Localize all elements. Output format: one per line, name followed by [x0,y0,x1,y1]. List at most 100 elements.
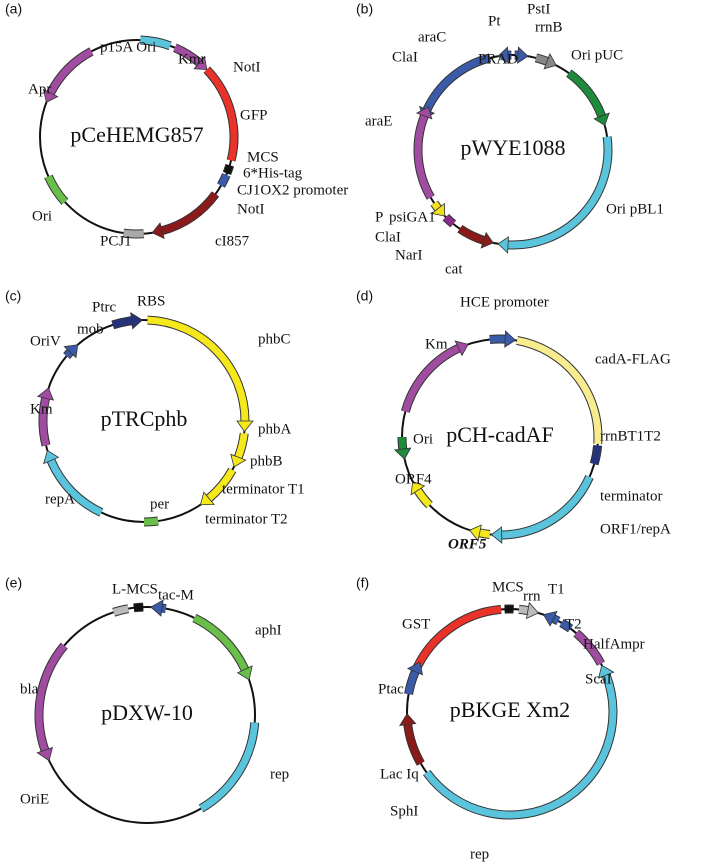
feature-label: phbC [258,331,291,347]
feature-label: cadA-FLAG [595,351,671,367]
feature-arrowhead [480,231,494,249]
feature-label: ORF5 [448,536,487,552]
feature-label: CJ1OX2 promoter [237,182,348,198]
feature-arrowhead [236,665,253,681]
feature-arrowhead [410,480,426,496]
feature-label: terminator [600,488,662,504]
feature-label: tac-M [158,587,194,603]
feature-label: NotI [233,59,261,75]
feature-label: ORF1/repA [600,521,671,537]
feature-label: 6*His-tag [243,165,303,181]
feature-label: rep [270,766,289,782]
feature-arc-fill [39,397,50,447]
plasmid-name: pCeHEMG857 [70,122,203,147]
feature-arc-fill [431,201,441,211]
feature-label: mob [77,321,104,337]
feature-arrowhead [406,661,424,676]
feature-arrowhead [490,526,503,544]
plasmid-name: pTRCphb [101,406,188,431]
feature-arrowhead [542,610,558,627]
panel-label: (b) [356,1,373,17]
feature-arrowhead [193,55,208,71]
feature-arc-fill [423,54,491,112]
plasmid-panel: (e) pDXW-10 L-MCS tac-M aphI bla rep OriE [5,575,289,824]
feature-label: Pt [488,13,501,29]
feature-label: aphI [255,622,282,638]
panel-label: (f) [356,575,369,591]
feature-label: repA [45,491,75,507]
feature-arc-fill [63,349,73,359]
feature-arc-fill [478,529,491,538]
feature-label: Ptrc [92,299,117,315]
feature-label: terminator T2 [205,511,288,527]
feature-label: rrn [523,588,541,604]
feature-label: ClaI [392,49,418,65]
plasmid-name: pCH-cadAF [446,422,554,447]
feature-label: OriV [30,333,61,349]
feature-arc-fill [35,643,67,752]
plasmid-name: pWYE1088 [460,135,565,160]
feature-label: araC [418,29,446,45]
feature-arrowhead [130,312,143,330]
feature-arc-fill [404,724,424,766]
feature-arc-fill [123,229,145,238]
feature-arc-fill [45,174,68,205]
feature-label: rep [470,846,489,862]
feature-label: per [150,496,169,512]
feature-arrowhead [399,713,417,727]
feature-label: PCJ1 [100,233,132,249]
feature-arc-fill [140,36,172,50]
feature-arc-fill [192,614,249,671]
feature-arc-fill [161,604,167,613]
feature-label: RBS [137,293,165,309]
feature-arrowhead [393,447,412,460]
feature-label: MCS [247,149,279,165]
feature-label: Ori [32,208,52,224]
feature-arc-fill [204,67,238,162]
feature-arc-fill [516,337,602,445]
plasmid-name: pDXW-10 [101,700,193,725]
feature-label: Apr [28,81,51,97]
feature-arc-fill [573,630,605,666]
feature-arrowhead [504,330,516,348]
feature-label: rrnBT1T2 [600,428,661,444]
feature-arc-fill [559,619,573,632]
feature-label: HCE promoter [460,294,549,310]
feature-arc [198,722,260,813]
feature-arrowhead [199,491,215,506]
feature-arrowhead [415,106,433,120]
feature-label: p15A Ori [100,39,156,55]
plasmid-panel: (c) pTRCphb Ptrc RBS mob OriV phbC Km phbA phbB re… [5,288,305,528]
feature-arc-fill [590,445,602,465]
feature-arc-fill [143,517,159,526]
feature-arrowhead [36,387,55,401]
plasmid-panel: (a) pCeHEMG857 p15A Ori Kmr NotI GFP MCS6*His-… [5,1,348,250]
feature-arrowhead [469,524,482,542]
feature-arrowhead [63,344,79,359]
feature-label: P [375,209,383,225]
feature-arc-fill [566,70,605,118]
feature-arc-fill [401,345,461,413]
feature-arc-fill [552,615,560,625]
feature-label: MCS [492,579,524,595]
feature-label: T2 [565,616,582,632]
feature-label: phbB [250,453,283,469]
feature-label: T1 [548,581,565,597]
feature-label: Km [30,401,53,417]
feature-label: phbA [258,421,292,437]
feature-arc-fill [199,722,259,812]
feature-label: Kmr [178,51,206,67]
feature-arc [400,344,461,413]
feature-label: Ori [413,431,433,447]
feature-arc-fill [133,603,144,612]
feature-label: Lac Iq [380,766,419,782]
feature-arc-fill [206,468,236,502]
feature-arrowhead [43,449,60,465]
feature-arc-fill [161,191,219,235]
feature-arrowhead [36,746,54,762]
feature-arc-fill [217,173,230,188]
feature-label: GST [402,616,430,632]
feature-label: Ori pUC [571,47,623,63]
feature-arc-fill [507,136,612,249]
